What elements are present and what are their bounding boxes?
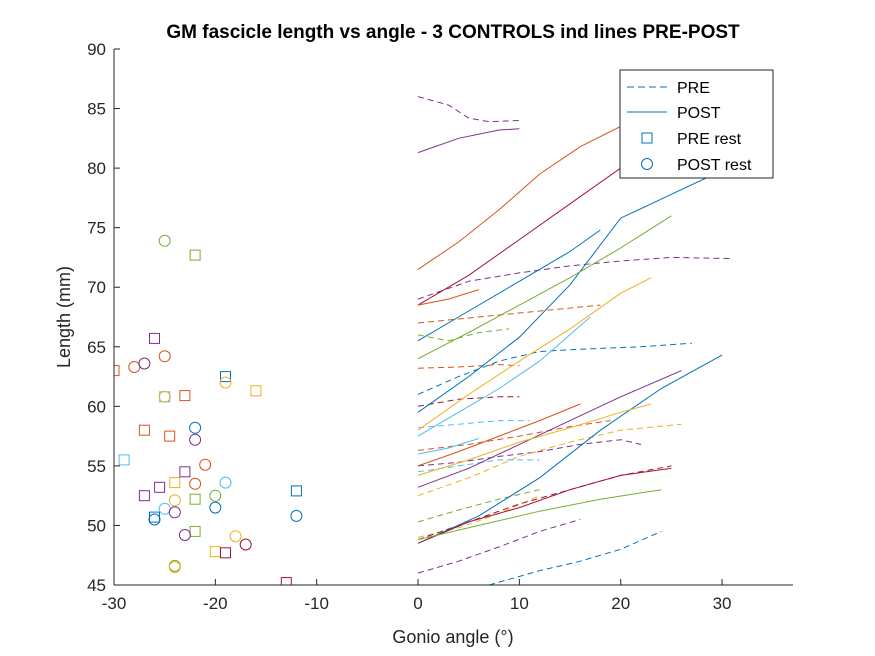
post-rest-point-19 — [219, 476, 232, 489]
post-rest-point-12 — [189, 421, 202, 434]
chart-title: GM fascicle length vs angle - 3 CONTROLS… — [166, 22, 740, 43]
y-tick-label-9: 90 — [87, 40, 106, 59]
legend-pre-rest-marker — [641, 132, 653, 144]
post-rest-point-20 — [229, 530, 242, 543]
pre-series-line-10 — [417, 328, 510, 342]
post-rest-point-21 — [239, 538, 252, 551]
post-rest-point-14 — [189, 477, 202, 490]
post-series-line-15 — [417, 289, 479, 306]
y-tick-label-0: 45 — [87, 576, 106, 595]
post-series-line-7 — [417, 354, 723, 544]
post-series-line-6 — [417, 316, 591, 437]
post-series-line-4 — [417, 215, 672, 360]
post-rest-point-7 — [168, 494, 181, 507]
y-tick-label-5: 70 — [87, 278, 106, 297]
x-tick-label-4: 10 — [510, 594, 529, 613]
post-rest-point-17 — [209, 501, 222, 514]
legend-pre-rest-label: PRE rest — [677, 131, 742, 148]
pre-series-line-7 — [417, 420, 611, 451]
post-series-line-12 — [417, 489, 662, 541]
y-tick-label-3: 60 — [87, 397, 106, 416]
pre-rest-point-20 — [290, 485, 302, 497]
pre-series-line-14 — [417, 396, 520, 407]
pre-rest-point-14 — [189, 525, 201, 537]
x-tick-label-6: 30 — [713, 594, 732, 613]
y-tick-label-4: 65 — [87, 338, 106, 357]
pre-rest-point-6 — [154, 481, 166, 493]
legend-post-label: POST — [677, 105, 721, 122]
pre-series-line-11 — [417, 489, 540, 523]
post-rest-point-3 — [158, 234, 171, 247]
x-tick-label-1: -20 — [203, 594, 228, 613]
pre-rest-point-12 — [189, 249, 201, 261]
pre-rest-point-11 — [179, 466, 191, 478]
post-series-line-9 — [417, 403, 581, 467]
pre-rest-point-2 — [138, 424, 150, 436]
post-series-line-14 — [417, 229, 601, 342]
y-tick-label-6: 75 — [87, 219, 106, 238]
pre-series-line-5 — [417, 304, 601, 324]
post-series-line-13 — [417, 438, 479, 455]
post-rest-point-18 — [219, 376, 232, 389]
plot-data-layer — [114, 96, 773, 585]
pre-series-line-2 — [417, 256, 733, 300]
legend-box — [619, 69, 774, 179]
pre-series-line-8 — [417, 423, 682, 497]
post-rest-point-1 — [138, 357, 151, 370]
pre-series-line-6 — [417, 364, 520, 369]
post-rest-point-10 — [168, 561, 181, 574]
post-series-line-10 — [417, 403, 652, 476]
pre-rest-point-4 — [149, 332, 160, 344]
axes-layer: -30 -20 -10 0 10 20 30 45 50 55 60 65 70 75 80 85 90 — [87, 40, 793, 613]
pre-rest-point-9 — [169, 477, 181, 489]
post-rest-point-8 — [168, 506, 181, 519]
y-tick-label-7: 80 — [87, 159, 106, 178]
plot-data-clipped — [114, 96, 773, 585]
pre-series-line-0 — [417, 342, 692, 395]
legend: PRE POST PRE rest POST rest — [619, 69, 774, 179]
x-tick-label-5: 20 — [611, 594, 630, 613]
post-series-line-5 — [417, 277, 652, 431]
post-series-line-11 — [417, 467, 672, 544]
pre-rest-point-18 — [250, 385, 262, 397]
x-axis-label: Gonio angle (°) — [392, 627, 513, 647]
y-tick-label-8: 85 — [87, 100, 106, 119]
pre-series-line-16 — [488, 530, 662, 585]
pre-rest-point-1 — [118, 454, 130, 466]
pre-series-line-4 — [417, 519, 581, 574]
y-tick-label-1: 50 — [87, 516, 106, 535]
pre-rest-point-8 — [164, 430, 176, 442]
pre-series-line-3 — [417, 439, 642, 467]
post-rest-point-11 — [178, 529, 191, 541]
y-axis-label: Length (mm) — [54, 266, 74, 368]
y-tick-label-2: 55 — [87, 457, 106, 476]
pre-rest-point-10 — [179, 390, 191, 402]
legend-pre-label: PRE — [677, 80, 710, 97]
pre-rest-point-17 — [220, 547, 231, 559]
post-rest-point-2 — [148, 513, 161, 526]
legend-post-rest-marker — [641, 158, 653, 170]
pre-series-line-12 — [417, 420, 530, 429]
post-rest-point-22 — [290, 509, 303, 522]
post-rest-point-13 — [189, 433, 202, 446]
pre-rest-point-3 — [138, 490, 150, 502]
x-tick-label-0: -30 — [102, 594, 127, 613]
post-rest-point-16 — [209, 489, 222, 502]
legend-post-rest-label: POST rest — [677, 157, 752, 174]
x-tick-label-2: -10 — [304, 594, 329, 613]
post-series-line-8 — [417, 370, 682, 488]
pre-rest-point-19 — [280, 577, 292, 585]
post-rest-point-4 — [158, 350, 171, 363]
pre-rest-point-13 — [189, 493, 201, 505]
pre-series-line-1 — [417, 96, 520, 123]
x-tick-label-3: 0 — [413, 594, 422, 613]
post-series-line-1 — [417, 128, 520, 154]
pre-rest-point-0 — [114, 365, 120, 377]
post-rest-point-15 — [199, 458, 212, 471]
post-rest-point-5 — [158, 390, 171, 403]
pre-rest-point-16 — [220, 371, 231, 383]
